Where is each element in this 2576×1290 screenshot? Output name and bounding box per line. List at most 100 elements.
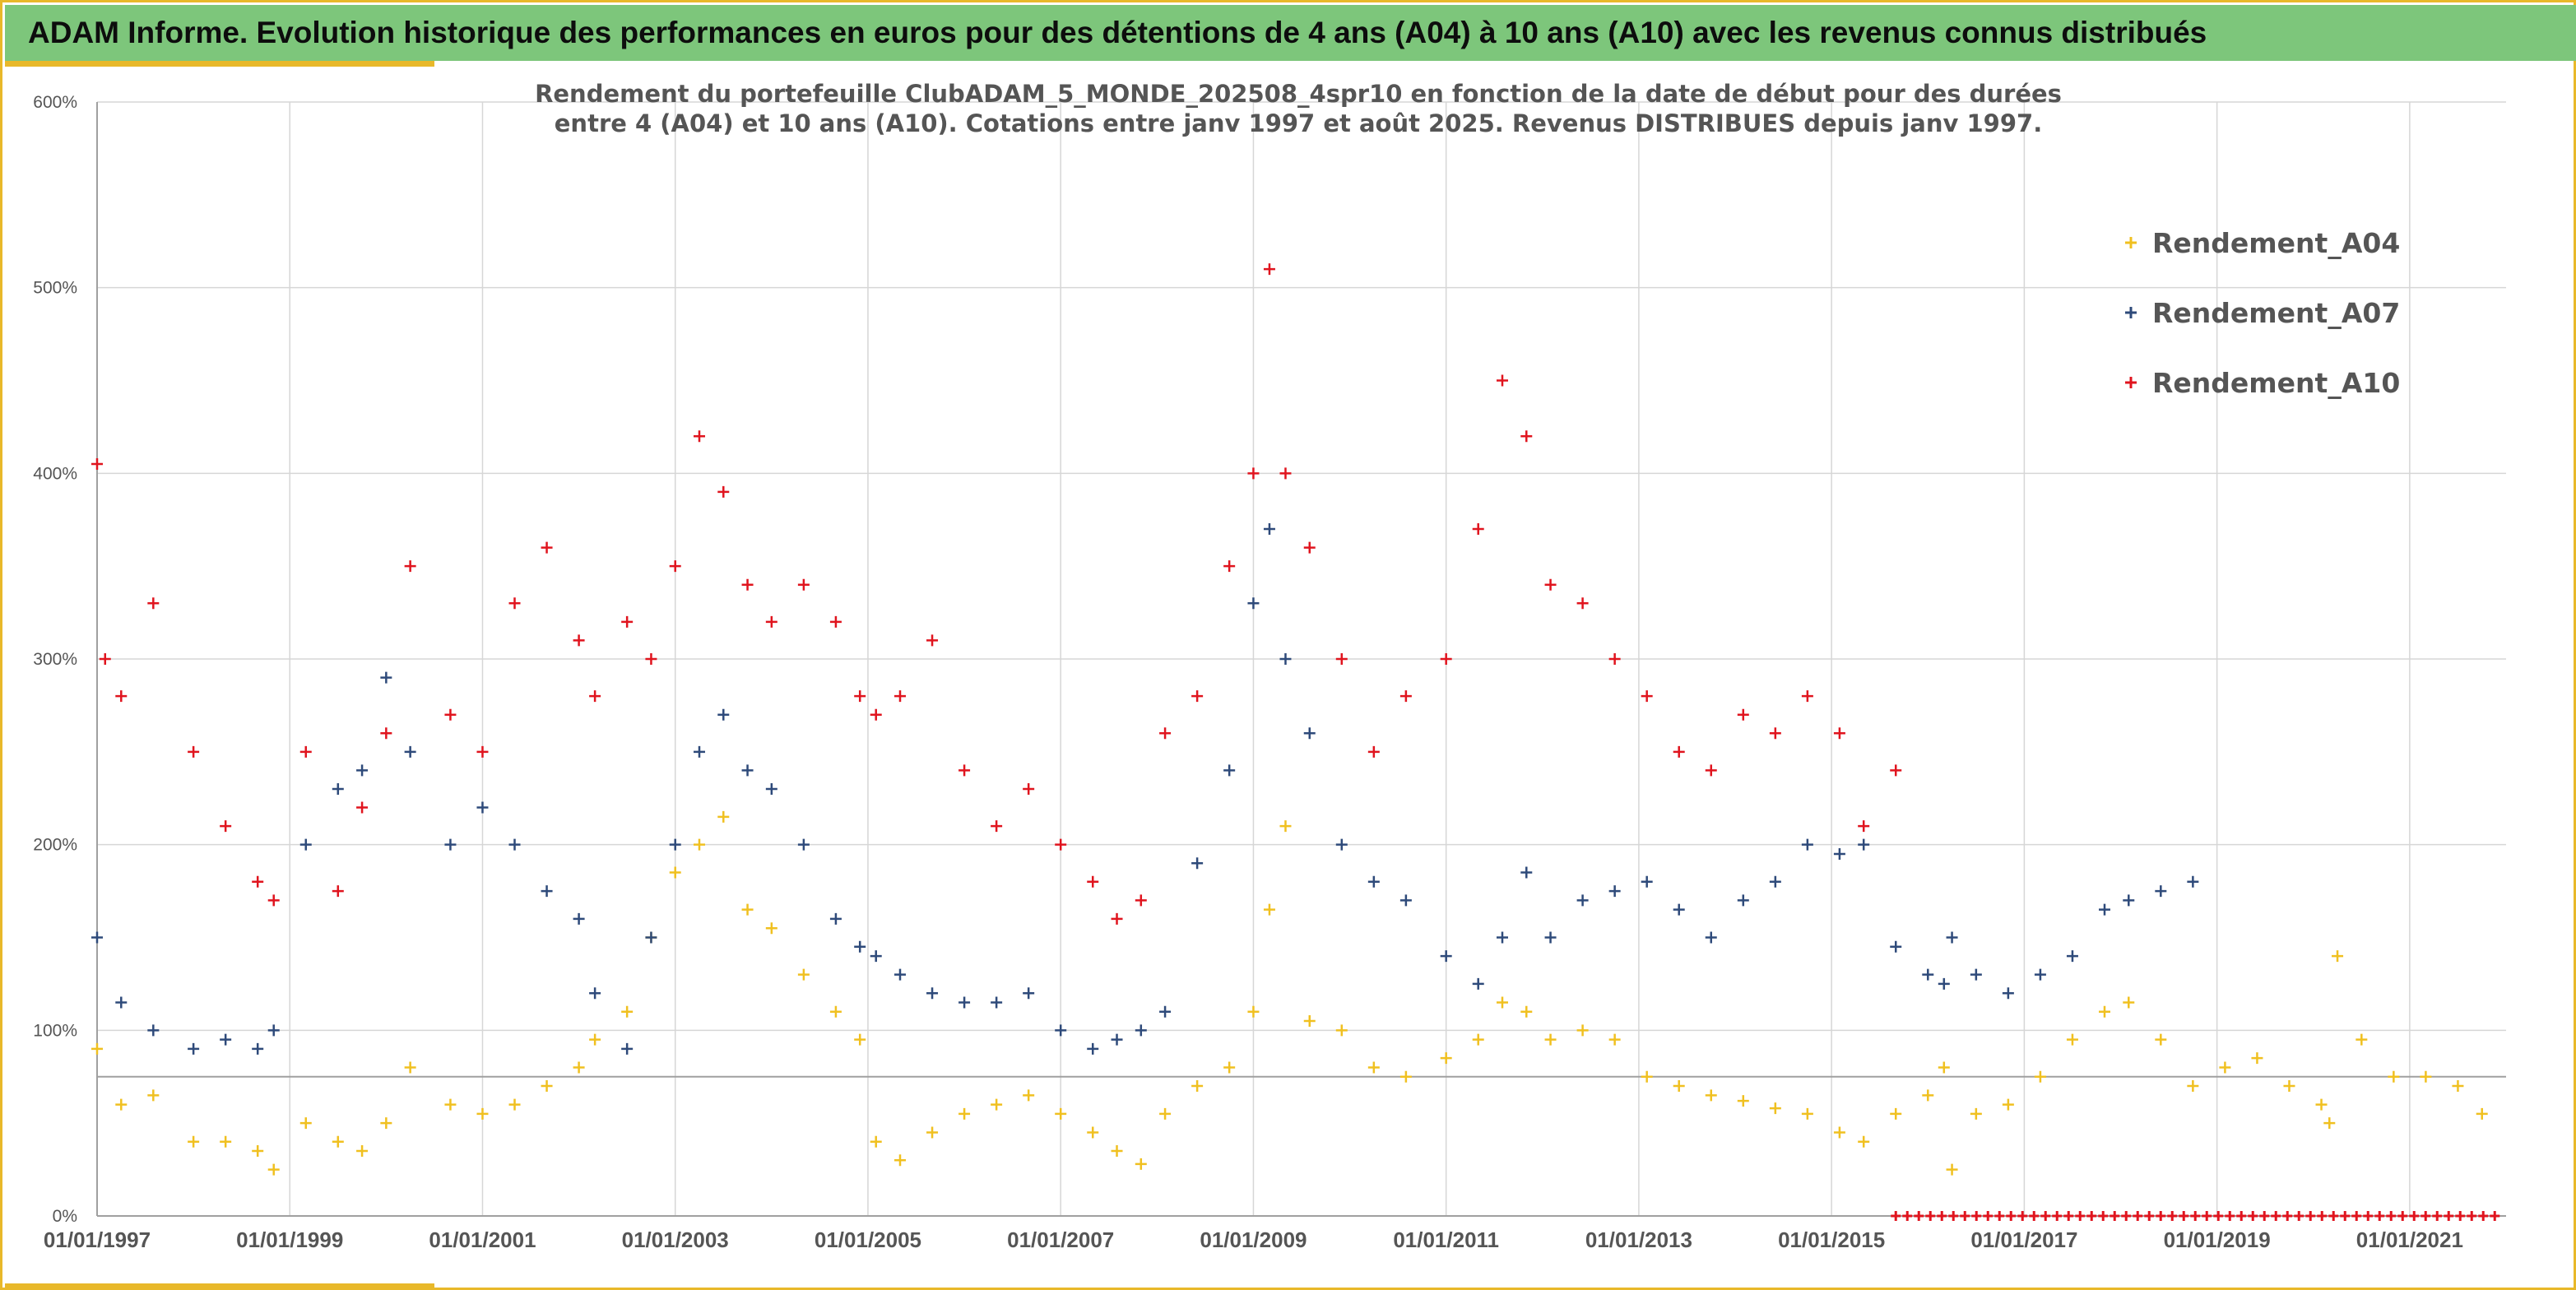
distribution-marker	[2363, 1211, 2374, 1221]
header-banner: ADAM Informe. Evolution historique des p…	[5, 5, 2576, 61]
data-point	[1087, 1042, 1099, 1055]
data-point	[1159, 1005, 1172, 1018]
data-point	[870, 708, 882, 721]
data-point	[147, 1089, 160, 1102]
legend-label: Rendement_A10	[2152, 367, 2400, 399]
data-point	[188, 1135, 200, 1148]
data-point	[1737, 894, 1749, 907]
data-point	[1946, 931, 1958, 944]
distribution-marker	[2017, 1211, 2028, 1221]
legend: Rendement_A04 Rendement_A07 Rendement_A10	[2125, 227, 2400, 399]
data-point	[1544, 578, 1557, 591]
data-point	[299, 1117, 312, 1130]
data-point	[1833, 727, 1845, 740]
data-point	[2123, 894, 2135, 907]
distribution-marker	[1983, 1211, 1993, 1221]
data-point	[2187, 875, 2199, 888]
data-point	[252, 1042, 264, 1055]
data-point	[645, 931, 657, 944]
distribution-marker	[2133, 1211, 2143, 1221]
accent-bar-bottom	[5, 1283, 434, 1290]
data-point	[1544, 1033, 1557, 1046]
data-point	[1497, 931, 1508, 944]
distribution-marker	[2271, 1211, 2281, 1221]
data-point	[1946, 1163, 1958, 1176]
data-point	[1833, 847, 1845, 860]
distribution-marker	[2144, 1211, 2155, 1221]
data-point	[694, 838, 705, 851]
data-point	[91, 1042, 103, 1055]
x-tick-label: 01/01/2019	[2164, 1227, 2271, 1252]
data-point	[356, 1145, 369, 1158]
distribution-marker	[1948, 1211, 1959, 1221]
data-point	[694, 430, 705, 443]
x-tick-label: 01/01/1997	[44, 1227, 151, 1252]
data-point	[1970, 1107, 1982, 1120]
data-point	[380, 671, 392, 684]
distribution-marker	[1960, 1211, 1970, 1221]
data-point	[1497, 374, 1508, 387]
data-point	[1023, 1089, 1035, 1102]
distribution-marker	[2040, 1211, 2051, 1221]
data-point	[2155, 885, 2167, 898]
data-point	[1263, 903, 1275, 916]
y-tick-label: 400%	[33, 464, 77, 483]
distribution-marker	[2340, 1211, 2351, 1221]
data-point	[1705, 931, 1717, 944]
distribution-marker	[2098, 1211, 2109, 1221]
data-point	[1055, 838, 1067, 851]
data-point	[1890, 764, 1902, 777]
distribution-marker	[2006, 1211, 2017, 1221]
data-point	[1472, 523, 1484, 536]
distribution-marker	[2156, 1211, 2166, 1221]
data-point	[476, 745, 489, 758]
data-point	[1858, 820, 1870, 833]
y-tick-label: 0%	[53, 1207, 77, 1226]
data-point	[1769, 727, 1781, 740]
y-tick-label: 100%	[33, 1021, 77, 1040]
data-point	[1608, 885, 1621, 898]
y-tick-label: 200%	[33, 836, 77, 855]
x-tick-label: 01/01/2005	[815, 1227, 921, 1252]
data-point	[926, 1126, 939, 1139]
data-point	[508, 1098, 521, 1111]
x-tick-label: 01/01/2017	[1970, 1227, 2077, 1252]
data-point	[741, 578, 754, 591]
distribution-marker-row	[1891, 1211, 2500, 1221]
data-point	[2323, 1117, 2336, 1130]
series-Rendement_A10	[91, 263, 1902, 925]
data-point	[894, 690, 906, 703]
data-point	[1335, 1024, 1348, 1037]
data-point	[1111, 1033, 1123, 1046]
data-point	[2066, 1033, 2078, 1046]
data-point	[147, 597, 160, 610]
distribution-marker	[1914, 1211, 1924, 1221]
data-point	[621, 615, 634, 628]
legend-marker	[2125, 237, 2137, 248]
data-point	[765, 922, 777, 935]
data-point	[1673, 745, 1685, 758]
data-point	[508, 838, 521, 851]
distribution-marker	[2086, 1211, 2097, 1221]
data-point	[829, 912, 842, 925]
data-point	[958, 764, 971, 777]
data-point	[1399, 894, 1412, 907]
y-tick-label: 300%	[33, 650, 77, 669]
data-point	[1858, 838, 1870, 851]
data-point	[476, 1107, 489, 1120]
data-point	[1135, 1024, 1147, 1037]
data-point	[188, 745, 200, 758]
data-point	[1705, 764, 1717, 777]
data-point	[829, 615, 842, 628]
distribution-marker	[2213, 1211, 2224, 1221]
distribution-marker	[2455, 1211, 2466, 1221]
distribution-marker	[1925, 1211, 1936, 1221]
distribution-marker	[2444, 1211, 2454, 1221]
data-point	[1135, 1158, 1147, 1170]
distribution-marker	[1937, 1211, 1947, 1221]
data-point	[2332, 950, 2344, 963]
data-point	[1247, 1005, 1260, 1018]
data-point	[356, 764, 369, 777]
distribution-marker	[2063, 1211, 2074, 1221]
series-Rendement_A04	[91, 810, 2488, 1176]
